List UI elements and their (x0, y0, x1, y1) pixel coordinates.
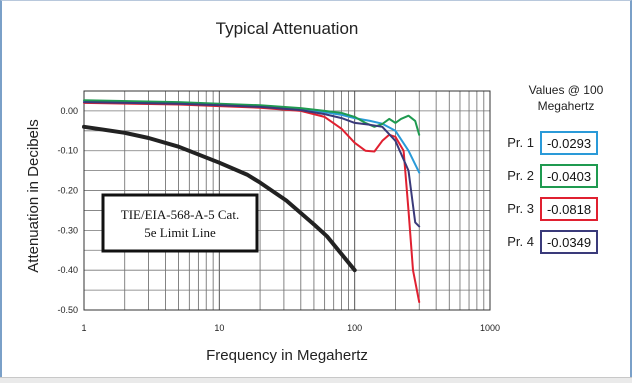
y-tick-label: -0.30 (57, 225, 78, 235)
values-legend: Values @ 100 Megahertz Pr. 1 -0.0293 Pr. 2… (507, 83, 604, 254)
x-axis-title: Frequency in Megahertz (206, 347, 368, 364)
y-tick-label: -0.20 (57, 186, 78, 196)
limit-line-annotation: TIE/EIA-568-A-5 Cat. 5e Limit Line (101, 193, 259, 253)
legend-entries: Pr. 1 -0.0293 Pr. 2 -0.0403 Pr. 3 -0.0818 Pr. … (507, 131, 598, 254)
chart-title: Typical Attenuation (216, 19, 359, 38)
y-tick-label: -0.10 (57, 146, 78, 156)
x-tick-label: 1 (81, 323, 86, 333)
y-tick-label: 0.00 (60, 106, 78, 116)
y-tick-label: -0.40 (57, 265, 78, 275)
series-line-pair-2 (83, 99, 421, 136)
plot-area-border (83, 90, 491, 311)
y-tick-label: -0.50 (57, 305, 78, 315)
legend-value-box (540, 197, 598, 221)
window-bottom-bar (0, 377, 632, 383)
data-series (82, 99, 421, 303)
y-tick-labels: 0.00 -0.10 -0.20 -0.30 -0.40 -0.50 (57, 106, 78, 315)
legend-heading-line-1: Values @ 100 (529, 83, 604, 97)
limit-line-series (82, 124, 357, 273)
annotation-line-2: 5e Limit Line (144, 225, 216, 240)
x-tick-label: 1000 (480, 323, 500, 333)
legend-heading-line-2: Megahertz (538, 99, 595, 113)
legend-value: -0.0293 (547, 136, 591, 151)
legend-pair-label: Pr. 2 (507, 168, 534, 183)
x-tick-label: 10 (214, 323, 224, 333)
x-tick-label: 100 (347, 323, 362, 333)
annotation-line-1: TIE/EIA-568-A-5 Cat. (121, 207, 239, 222)
legend-value-box (540, 164, 598, 188)
y-axis-title: Attenuation in Decibels (25, 119, 42, 272)
series-line-pair-4 (83, 101, 421, 228)
legend-value: -0.0818 (547, 202, 591, 217)
legend-pair-label: Pr. 3 (507, 201, 534, 216)
legend-value-box (540, 131, 598, 155)
legend-pair-label: Pr. 1 (507, 135, 534, 150)
legend-value-box (540, 230, 598, 254)
x-tick-labels: 1 10 100 1000 (81, 323, 500, 333)
legend-value: -0.0403 (547, 169, 591, 184)
legend-pair-label: Pr. 4 (507, 234, 534, 249)
legend-value: -0.0349 (547, 235, 591, 250)
annotation-box (101, 193, 259, 253)
